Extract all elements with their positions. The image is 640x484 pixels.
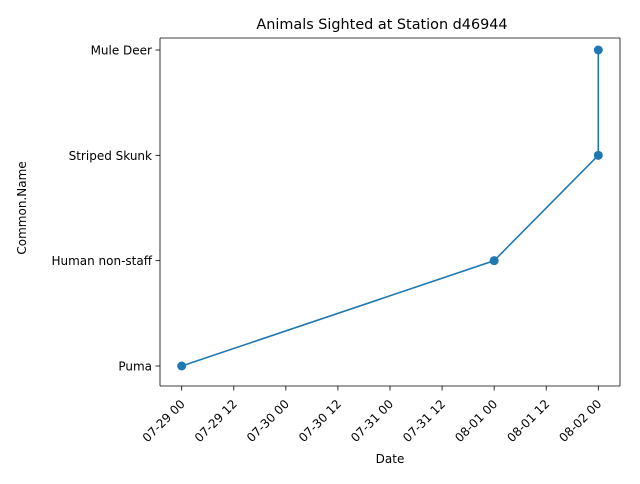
x-tick-label: 07-30 12	[296, 397, 344, 445]
x-tick-label: 07-29 00	[140, 397, 188, 445]
data-point	[593, 45, 603, 55]
y-tick-label: Striped Skunk	[69, 149, 152, 163]
data-point	[489, 256, 499, 266]
x-tick-label: 08-01 12	[504, 397, 552, 445]
data-point	[177, 361, 187, 371]
y-axis-label: Common.Name	[15, 161, 29, 254]
x-axis-label: Date	[376, 452, 405, 466]
y-tick-label: Mule Deer	[91, 44, 152, 58]
x-tick-label: 07-30 00	[244, 397, 292, 445]
series-line	[181, 50, 600, 367]
y-tick-label: Puma	[118, 360, 152, 374]
x-tick-label: 07-31 00	[348, 397, 396, 445]
plot-area: 07-29 00 07-29 12 07-30 00 07-30 12 07-31 00…	[51, 37, 621, 445]
y-tick-label: Human non-staff	[51, 254, 152, 268]
x-tick-label: 07-29 12	[192, 397, 240, 445]
data-point	[593, 150, 603, 160]
x-tick-label: 08-01 00	[452, 397, 500, 445]
x-tick-label: 08-02 00	[556, 397, 604, 445]
x-tick-label: 07-31 12	[400, 397, 448, 445]
chart-title: Animals Sighted at Station d46944	[256, 17, 507, 33]
